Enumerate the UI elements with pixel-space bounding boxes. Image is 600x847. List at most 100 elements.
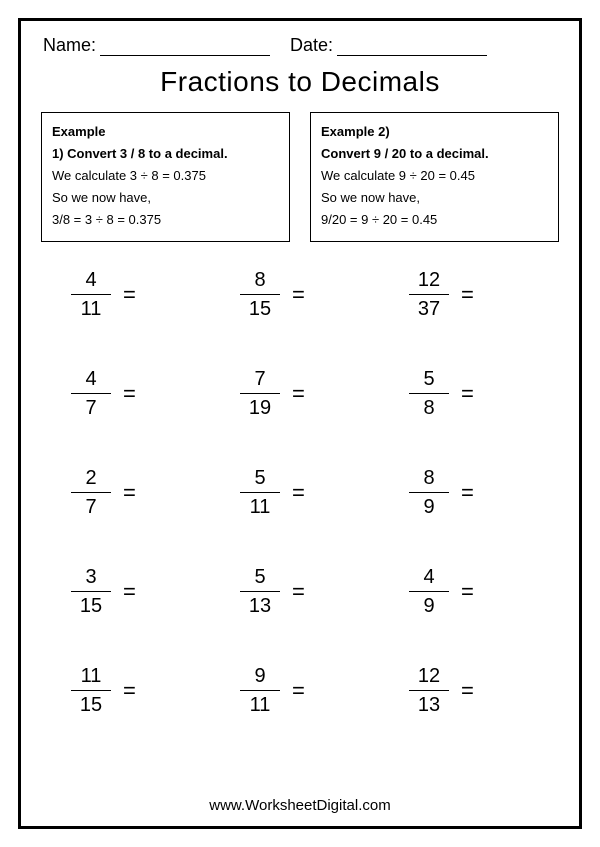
footer-url: www.WorksheetDigital.com — [41, 797, 559, 816]
equals-sign: = — [461, 381, 474, 407]
equals-sign: = — [123, 579, 136, 605]
example-prompt: Convert 9 / 20 to a decimal. — [321, 143, 548, 165]
page-border: Name: Date: Fractions to Decimals Exampl… — [18, 18, 582, 829]
worksheet-title: Fractions to Decimals — [41, 66, 559, 98]
fraction: 1115 — [71, 664, 111, 717]
equals-sign: = — [461, 480, 474, 506]
example-heading: Example — [52, 121, 279, 143]
equals-sign: = — [461, 282, 474, 308]
numerator: 2 — [77, 466, 104, 492]
problem-row: 411 = 815 = 1237 = — [71, 268, 529, 321]
denominator: 11 — [71, 294, 111, 321]
equals-sign: = — [292, 678, 305, 704]
denominator: 9 — [409, 492, 449, 519]
equals-sign: = — [123, 381, 136, 407]
numerator: 4 — [77, 367, 104, 393]
numerator: 3 — [77, 565, 104, 591]
fraction: 27 — [71, 466, 111, 519]
example-line: So we now have, — [321, 187, 548, 209]
problem: 511 = — [240, 466, 360, 519]
denominator: 15 — [71, 690, 111, 717]
problem: 815 = — [240, 268, 360, 321]
problem: 513 = — [240, 565, 360, 618]
equals-sign: = — [292, 579, 305, 605]
header-fields: Name: Date: — [41, 35, 559, 56]
denominator: 11 — [240, 690, 280, 717]
problem: 1213 = — [409, 664, 529, 717]
denominator: 13 — [409, 690, 449, 717]
example-box-1: Example 1) Convert 3 / 8 to a decimal. W… — [41, 112, 290, 242]
example-prompt: 1) Convert 3 / 8 to a decimal. — [52, 143, 279, 165]
example-line: 3/8 = 3 ÷ 8 = 0.375 — [52, 209, 279, 231]
denominator: 15 — [71, 591, 111, 618]
equals-sign: = — [461, 678, 474, 704]
numerator: 5 — [246, 466, 273, 492]
numerator: 12 — [410, 268, 448, 294]
numerator: 8 — [415, 466, 442, 492]
equals-sign: = — [292, 480, 305, 506]
denominator: 7 — [71, 393, 111, 420]
fraction: 315 — [71, 565, 111, 618]
example-line: We calculate 3 ÷ 8 = 0.375 — [52, 165, 279, 187]
example-heading: Example 2) — [321, 121, 548, 143]
denominator: 9 — [409, 591, 449, 618]
fraction: 49 — [409, 565, 449, 618]
name-blank-line[interactable] — [100, 38, 270, 56]
problem-row: 315 = 513 = 49 = — [71, 565, 529, 618]
equals-sign: = — [292, 381, 305, 407]
equals-sign: = — [461, 579, 474, 605]
example-line: We calculate 9 ÷ 20 = 0.45 — [321, 165, 548, 187]
numerator: 11 — [73, 664, 110, 690]
problem: 1115 = — [71, 664, 191, 717]
equals-sign: = — [123, 480, 136, 506]
example-line: 9/20 = 9 ÷ 20 = 0.45 — [321, 209, 548, 231]
fraction: 815 — [240, 268, 280, 321]
denominator: 7 — [71, 492, 111, 519]
fraction: 411 — [71, 268, 111, 321]
worksheet-page: Name: Date: Fractions to Decimals Exampl… — [0, 0, 600, 847]
name-label: Name: — [43, 35, 96, 56]
equals-sign: = — [123, 678, 136, 704]
problem: 58 = — [409, 367, 529, 420]
fraction: 58 — [409, 367, 449, 420]
denominator: 8 — [409, 393, 449, 420]
equals-sign: = — [123, 282, 136, 308]
fraction: 1237 — [409, 268, 449, 321]
numerator: 5 — [415, 367, 442, 393]
problem: 1237 = — [409, 268, 529, 321]
problem: 911 = — [240, 664, 360, 717]
fraction: 719 — [240, 367, 280, 420]
problem: 47 = — [71, 367, 191, 420]
numerator: 4 — [77, 268, 104, 294]
denominator: 11 — [240, 492, 280, 519]
date-label: Date: — [290, 35, 333, 56]
fraction: 911 — [240, 664, 280, 717]
problems-grid: 411=815=1237=47=719=58=27=511=89=315=513… — [41, 268, 559, 779]
problem: 89 = — [409, 466, 529, 519]
problem: 49 = — [409, 565, 529, 618]
fraction: 1213 — [409, 664, 449, 717]
numerator: 12 — [410, 664, 448, 690]
date-field: Date: — [290, 35, 487, 56]
numerator: 9 — [246, 664, 273, 690]
fraction: 513 — [240, 565, 280, 618]
fraction: 47 — [71, 367, 111, 420]
denominator: 13 — [240, 591, 280, 618]
problem: 27 = — [71, 466, 191, 519]
name-field: Name: — [43, 35, 270, 56]
date-blank-line[interactable] — [337, 38, 487, 56]
problem-row: 47=719=58= — [71, 367, 529, 420]
fraction: 511 — [240, 466, 280, 519]
examples-row: Example 1) Convert 3 / 8 to a decimal. W… — [41, 112, 559, 242]
denominator: 19 — [240, 393, 280, 420]
problem: 719 = — [240, 367, 360, 420]
fraction: 89 — [409, 466, 449, 519]
problem-row: 27 = 511 = 89 = — [71, 466, 529, 519]
example-line: So we now have, — [52, 187, 279, 209]
problem-row: 1115=911=1213= — [71, 664, 529, 717]
denominator: 37 — [409, 294, 449, 321]
denominator: 15 — [240, 294, 280, 321]
equals-sign: = — [292, 282, 305, 308]
numerator: 4 — [415, 565, 442, 591]
numerator: 5 — [246, 565, 273, 591]
